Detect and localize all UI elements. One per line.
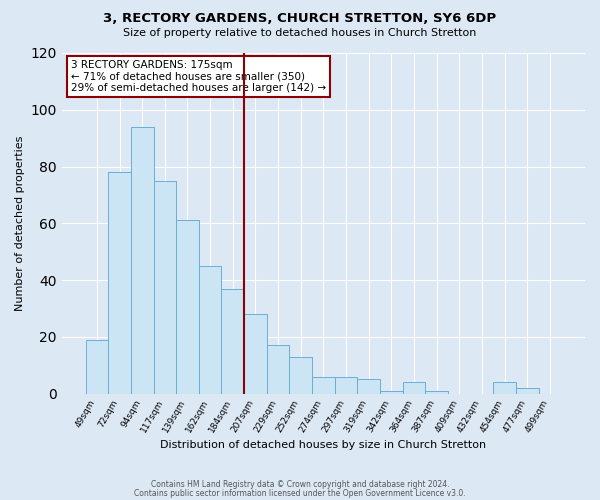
Bar: [335, 376, 358, 394]
Y-axis label: Number of detached properties: Number of detached properties: [15, 136, 25, 311]
Bar: [108, 172, 131, 394]
Text: 3, RECTORY GARDENS, CHURCH STRETTON, SY6 6DP: 3, RECTORY GARDENS, CHURCH STRETTON, SY6…: [103, 12, 497, 26]
Bar: [199, 266, 221, 394]
Bar: [516, 388, 539, 394]
Text: Contains public sector information licensed under the Open Government Licence v3: Contains public sector information licen…: [134, 488, 466, 498]
Bar: [131, 127, 154, 394]
Bar: [403, 382, 425, 394]
Bar: [154, 180, 176, 394]
Bar: [493, 382, 516, 394]
Bar: [86, 340, 108, 394]
Bar: [267, 346, 289, 394]
Bar: [244, 314, 267, 394]
Bar: [221, 288, 244, 394]
Text: Contains HM Land Registry data © Crown copyright and database right 2024.: Contains HM Land Registry data © Crown c…: [151, 480, 449, 489]
Bar: [380, 390, 403, 394]
Bar: [312, 376, 335, 394]
Bar: [425, 390, 448, 394]
Text: 3 RECTORY GARDENS: 175sqm
← 71% of detached houses are smaller (350)
29% of semi: 3 RECTORY GARDENS: 175sqm ← 71% of detac…: [71, 60, 326, 93]
Text: Size of property relative to detached houses in Church Stretton: Size of property relative to detached ho…: [124, 28, 476, 38]
X-axis label: Distribution of detached houses by size in Church Stretton: Distribution of detached houses by size …: [160, 440, 487, 450]
Bar: [289, 356, 312, 394]
Bar: [358, 380, 380, 394]
Bar: [176, 220, 199, 394]
